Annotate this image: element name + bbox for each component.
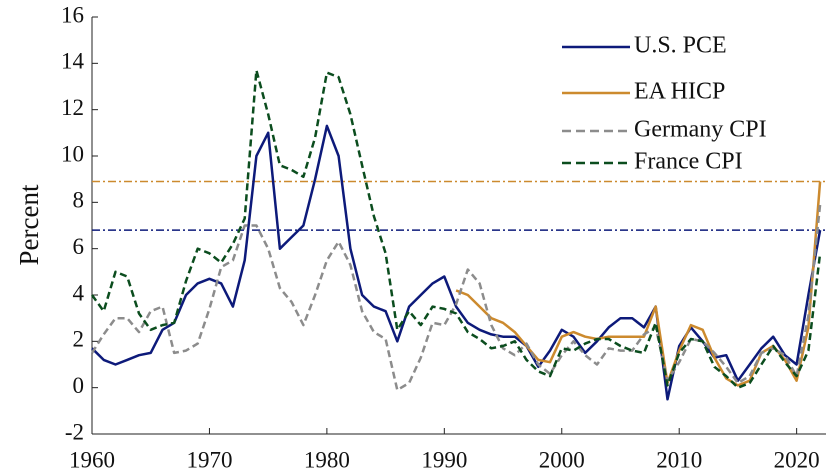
y-tick-label: 16: [61, 2, 84, 27]
y-tick-label: 0: [73, 373, 85, 398]
legend-label: France CPI: [634, 149, 743, 175]
x-tick-label: 2010: [656, 447, 702, 472]
y-tick-label: 4: [73, 280, 85, 305]
series-line: [455, 181, 822, 387]
x-tick-label: 1980: [304, 447, 350, 472]
y-axis-label: Percent: [14, 184, 44, 265]
y-tick-label: 6: [73, 234, 85, 259]
legend-label: Germany CPI: [634, 117, 767, 143]
y-tick-label: 14: [61, 49, 85, 74]
x-tick-label: 2000: [539, 447, 585, 472]
series-line: [91, 124, 822, 401]
series-line: [90, 69, 822, 389]
x-tick-label: 2020: [774, 447, 820, 472]
y-tick-label: 12: [61, 95, 84, 120]
x-tick-label: 1990: [421, 447, 467, 472]
y-tick-label: -2: [65, 419, 84, 444]
y-tick-label: 8: [73, 188, 85, 213]
series-line: [90, 204, 822, 392]
legend-label: EA HICP: [634, 79, 725, 105]
x-tick-label: 1960: [69, 447, 115, 472]
y-tick-label: 10: [61, 141, 84, 166]
y-tick-label: 2: [73, 327, 85, 352]
legend-label: U.S. PCE: [634, 33, 727, 59]
x-tick-label: 1970: [186, 447, 232, 472]
